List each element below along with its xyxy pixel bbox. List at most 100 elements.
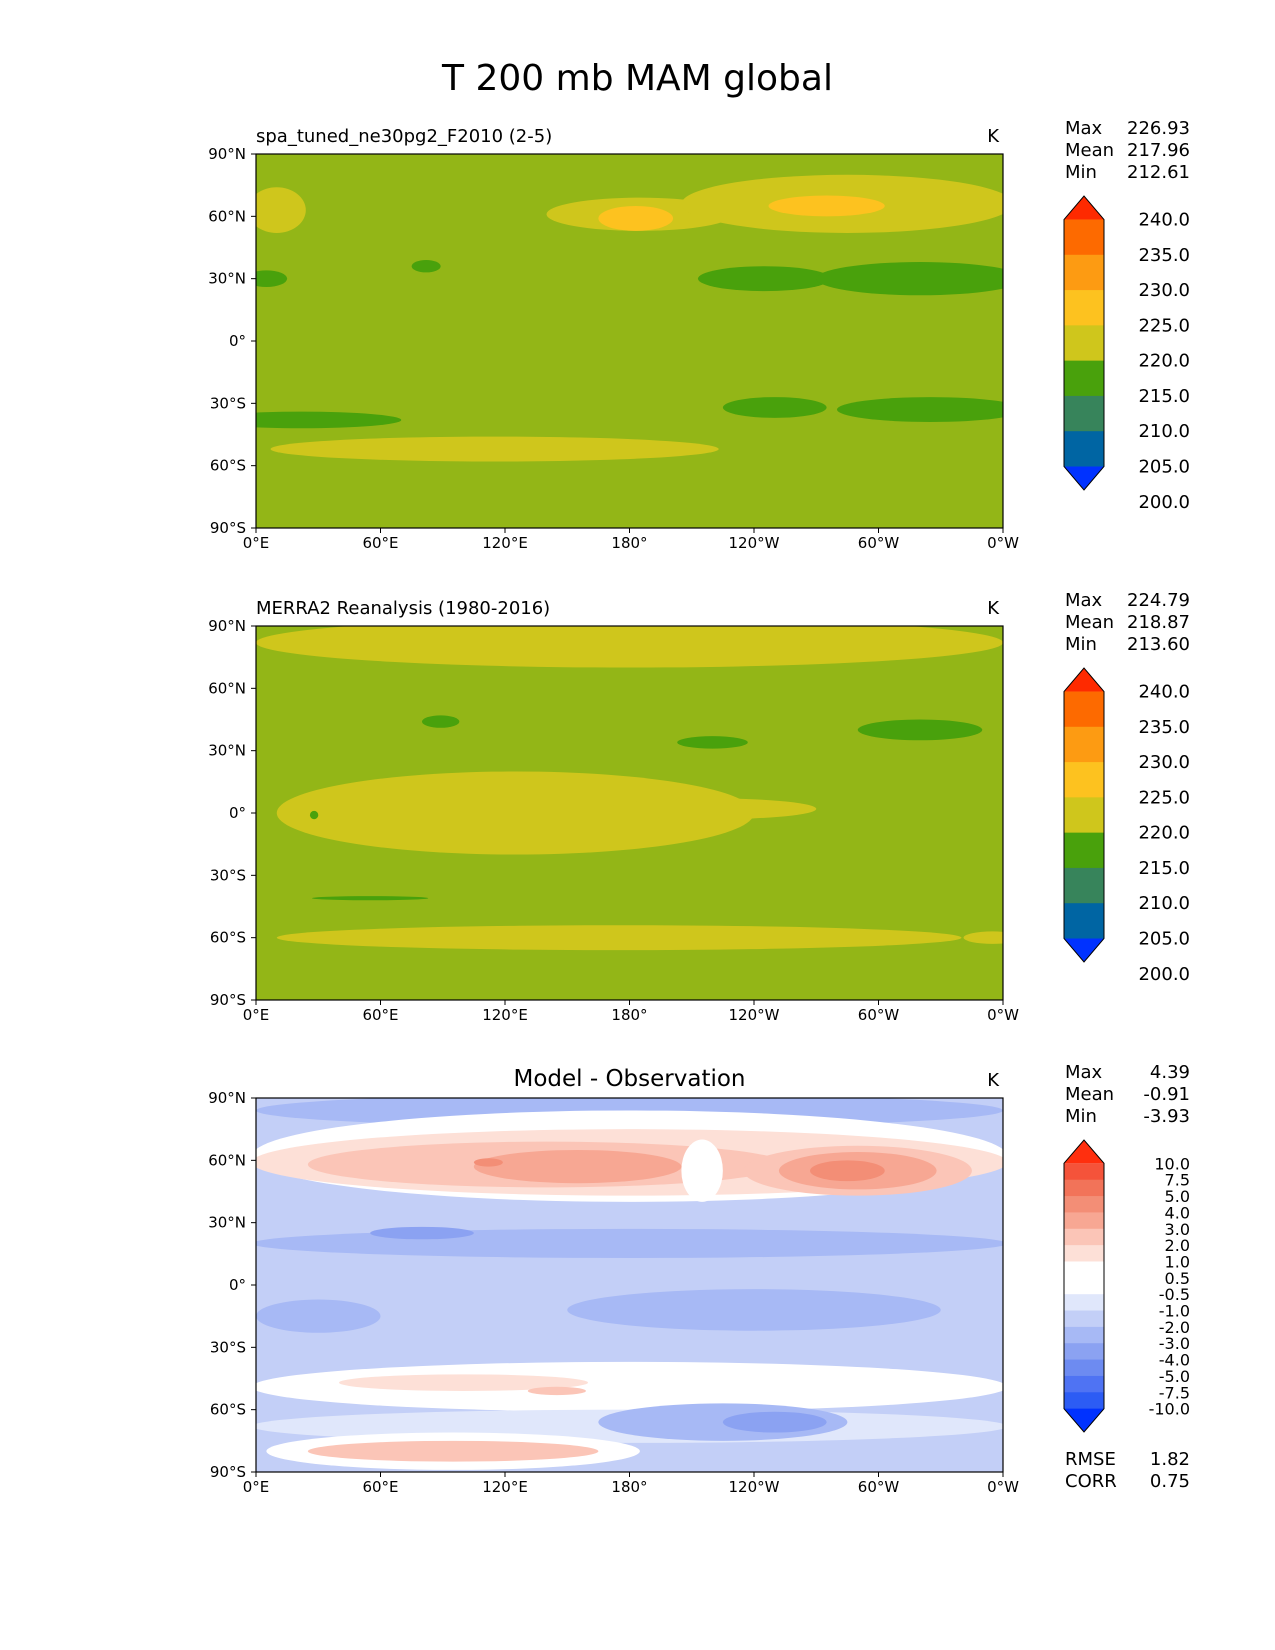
stat-label: Min bbox=[1065, 1106, 1097, 1127]
y-tick-label: 90°S bbox=[210, 1463, 246, 1481]
contour-region bbox=[307, 1440, 599, 1462]
colorbar-segment bbox=[1064, 1228, 1104, 1246]
contour-region bbox=[527, 1386, 586, 1396]
contour-region bbox=[339, 1374, 588, 1391]
stat-value: 226.93 bbox=[1127, 118, 1190, 139]
y-tick-label: 90°S bbox=[210, 519, 246, 537]
map-panel-1: 0°E 60°E 120°E 180° 120°W 60°W 0°W 90°N 60°N 30°N… bbox=[208, 118, 1190, 552]
x-tick-label: 60°E bbox=[362, 534, 398, 552]
colorbar-tick-label: 10.0 bbox=[1154, 1154, 1190, 1173]
colorbar-tick-label: 215.0 bbox=[1138, 386, 1190, 407]
colorbar-extend-top bbox=[1064, 668, 1104, 692]
contour-region bbox=[567, 1289, 941, 1331]
colorbar: 240.0 235.0 230.0 225.0 220.0 215.0 210.0 205.0… bbox=[1063, 195, 1190, 513]
colorbar-segment bbox=[1064, 1179, 1104, 1197]
x-tick-label: 180° bbox=[611, 1478, 647, 1496]
colorbar-segment bbox=[1064, 395, 1104, 432]
contour-region bbox=[837, 397, 1003, 423]
colorbar-tick-label: -7.5 bbox=[1159, 1383, 1190, 1402]
stat-value: -3.93 bbox=[1143, 1106, 1190, 1127]
y-tick-label: 30°S bbox=[210, 866, 246, 884]
contour-field bbox=[256, 154, 1003, 528]
colorbar-tick-label: -0.5 bbox=[1159, 1285, 1190, 1304]
colorbar-tick-label: 5.0 bbox=[1165, 1187, 1190, 1206]
colorbar-tick-label: 235.0 bbox=[1138, 717, 1190, 738]
contour-region bbox=[411, 259, 441, 273]
colorbar-extend-top bbox=[1064, 196, 1104, 220]
contour-region bbox=[256, 187, 306, 233]
colorbar-segment bbox=[1064, 1343, 1104, 1361]
contour-region bbox=[681, 1139, 723, 1202]
colorbar-segment bbox=[1064, 1326, 1104, 1344]
x-tick-label: 0°W bbox=[987, 1006, 1019, 1024]
figure-title: T 200 mb MAM global bbox=[442, 58, 833, 99]
x-tick-label: 120°E bbox=[482, 1006, 528, 1024]
contour-region bbox=[276, 925, 962, 951]
colorbar: 10.07.55.04.03.02.01.00.5-0.5-1.0-2.0-3.… bbox=[1063, 1139, 1190, 1433]
x-tick-label: 120°W bbox=[729, 1478, 780, 1496]
stat-label: Min bbox=[1065, 162, 1097, 183]
units-label: K bbox=[987, 1070, 1000, 1091]
contour-region bbox=[473, 1158, 503, 1167]
map-panel-3: 0°E 60°E 120°E 180° 120°W 60°W 0°W 90°N 60°N 30°N… bbox=[208, 1062, 1190, 1496]
colorbar-segment bbox=[1064, 797, 1104, 834]
stat-value: 217.96 bbox=[1127, 140, 1190, 161]
contour-region bbox=[677, 736, 748, 749]
stat-label: Max bbox=[1065, 590, 1103, 611]
stat-value: 213.60 bbox=[1127, 634, 1190, 655]
units-label: K bbox=[987, 126, 1000, 147]
colorbar-segment bbox=[1064, 431, 1104, 467]
x-tick-label: 180° bbox=[611, 1006, 647, 1024]
colorbar-segment bbox=[1064, 1359, 1104, 1377]
contour-region bbox=[810, 1160, 885, 1182]
contour-region bbox=[256, 1228, 1003, 1258]
colorbar-segment bbox=[1064, 1294, 1104, 1312]
colorbar-tick-label: -5.0 bbox=[1159, 1367, 1190, 1386]
y-tick-label: 0° bbox=[229, 804, 246, 822]
stat-label: Max bbox=[1065, 1062, 1103, 1083]
map-panel-2: 0°E 60°E 120°E 180° 120°W 60°W 0°W 90°N 60°N 30°N… bbox=[208, 590, 1190, 1024]
colorbar-segment bbox=[1064, 726, 1104, 763]
colorbar-segment bbox=[1064, 290, 1104, 326]
colorbar-tick-label: 4.0 bbox=[1165, 1203, 1190, 1222]
colorbar-segment bbox=[1064, 903, 1104, 939]
colorbar-segment bbox=[1064, 867, 1104, 904]
y-tick-label: 0° bbox=[229, 1276, 246, 1294]
panel-title: Model - Observation bbox=[513, 1066, 745, 1092]
colorbar-tick-label: 3.0 bbox=[1165, 1220, 1190, 1239]
y-tick-label: 90°N bbox=[208, 1089, 246, 1107]
units-label: K bbox=[987, 598, 1000, 619]
colorbar-tick-label: 235.0 bbox=[1138, 245, 1190, 266]
stat-label: CORR bbox=[1065, 1471, 1117, 1492]
x-tick-label: 120°E bbox=[482, 534, 528, 552]
y-tick-label: 60°N bbox=[208, 1151, 246, 1169]
contour-region bbox=[276, 771, 754, 855]
x-tick-label: 60°W bbox=[858, 1478, 900, 1496]
stat-label: RMSE bbox=[1065, 1449, 1116, 1470]
colorbar-tick-label: 205.0 bbox=[1138, 928, 1190, 949]
contour-region bbox=[598, 205, 674, 231]
y-tick-label: 0° bbox=[229, 332, 246, 350]
colorbar-tick-label: 230.0 bbox=[1138, 752, 1190, 773]
colorbar-tick-label: 1.0 bbox=[1165, 1252, 1190, 1271]
colorbar-tick-label: 240.0 bbox=[1138, 682, 1190, 703]
x-tick-label: 60°W bbox=[858, 1006, 900, 1024]
contour-region bbox=[816, 262, 1003, 296]
colorbar-segment bbox=[1064, 1163, 1104, 1181]
x-tick-label: 120°E bbox=[482, 1478, 528, 1496]
colorbar-tick-label: 220.0 bbox=[1138, 823, 1190, 844]
x-tick-label: 0°E bbox=[243, 1478, 270, 1496]
colorbar-tick-label: -10.0 bbox=[1149, 1400, 1190, 1419]
y-tick-label: 30°N bbox=[208, 742, 246, 760]
colorbar-tick-label: 220.0 bbox=[1138, 351, 1190, 372]
colorbar-segment bbox=[1064, 1261, 1104, 1279]
colorbar-segment bbox=[1064, 360, 1104, 397]
colorbar-tick-label: -2.0 bbox=[1159, 1318, 1190, 1337]
contour-region bbox=[370, 1226, 474, 1240]
colorbar-tick-label: 240.0 bbox=[1138, 210, 1190, 231]
colorbar-tick-label: 7.5 bbox=[1165, 1171, 1190, 1190]
colorbar-tick-label: -3.0 bbox=[1159, 1334, 1190, 1353]
stat-label: Mean bbox=[1065, 140, 1114, 161]
contour-field bbox=[256, 626, 1003, 1000]
stat-label: Mean bbox=[1065, 1084, 1114, 1105]
